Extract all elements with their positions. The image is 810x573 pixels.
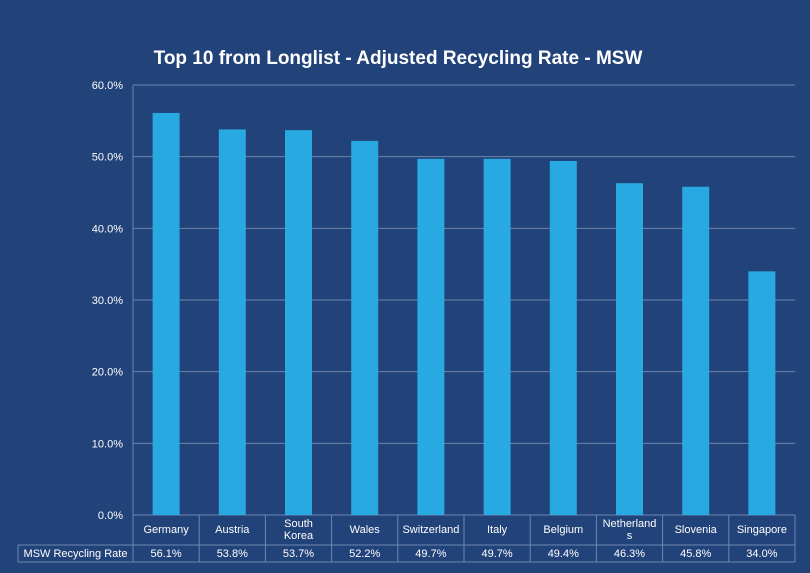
- value-label: 53.8%: [217, 548, 248, 560]
- category-label: Singapore: [737, 524, 787, 536]
- bar-singapore: [748, 271, 776, 515]
- value-label: 53.7%: [283, 548, 314, 560]
- bar-italy: [483, 158, 511, 516]
- y-tick-label: 30.0%: [92, 295, 123, 307]
- category-label: s: [627, 530, 633, 542]
- y-tick-label: 10.0%: [92, 438, 123, 450]
- y-tick-label: 60.0%: [92, 80, 123, 92]
- category-label: Wales: [350, 524, 381, 536]
- category-label: Switzerland: [402, 524, 459, 536]
- value-label: 49.7%: [415, 548, 446, 560]
- value-label: 56.1%: [150, 548, 181, 560]
- y-tick-label: 40.0%: [92, 223, 123, 235]
- value-label: 34.0%: [746, 548, 777, 560]
- category-label: Germany: [143, 524, 189, 536]
- y-tick-label: 50.0%: [92, 152, 123, 164]
- bar-switzerland: [417, 158, 445, 516]
- bar-slovenia: [682, 186, 710, 515]
- category-label: Slovenia: [675, 524, 718, 536]
- category-label: Netherland: [603, 518, 657, 530]
- bar-netherlands: [616, 183, 643, 515]
- value-label: 49.4%: [548, 548, 579, 560]
- bar-wales: [351, 140, 379, 515]
- category-label: Korea: [284, 530, 314, 542]
- bar-austria: [218, 129, 246, 515]
- category-label: Italy: [487, 524, 508, 536]
- bar-belgium: [549, 160, 577, 515]
- value-label: 49.7%: [481, 548, 512, 560]
- category-label: South: [284, 518, 313, 530]
- value-label: 52.2%: [349, 548, 380, 560]
- category-label: Belgium: [543, 524, 583, 536]
- category-label: Austria: [215, 524, 250, 536]
- bar-south-korea: [285, 130, 312, 515]
- chart-title: Top 10 from Longlist - Adjusted Recyclin…: [154, 48, 643, 69]
- y-tick-label: 0.0%: [98, 510, 123, 522]
- y-tick-label: 20.0%: [92, 367, 123, 379]
- value-label: 46.3%: [614, 548, 645, 560]
- bar-germany: [152, 112, 180, 515]
- series-label: MSW Recycling Rate: [24, 548, 128, 560]
- value-label: 45.8%: [680, 548, 711, 560]
